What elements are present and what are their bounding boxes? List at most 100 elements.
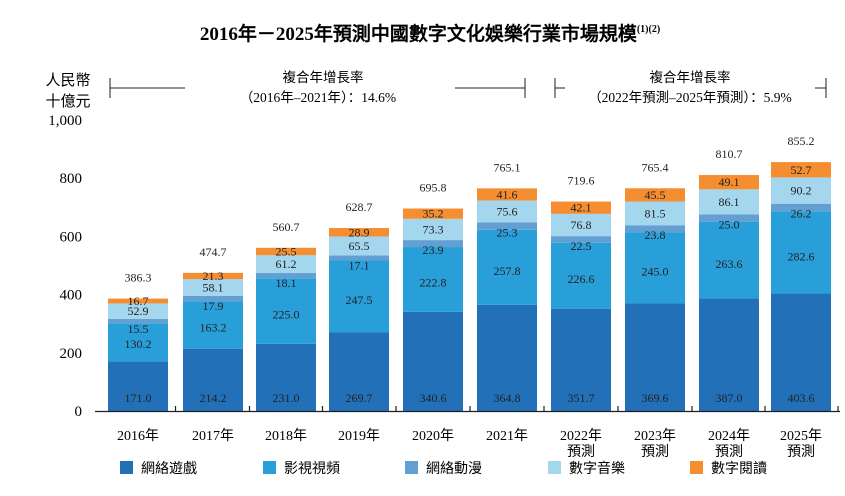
bar-segment	[551, 308, 611, 411]
x-tick-label: 2017年	[192, 428, 234, 444]
bar-segment	[625, 303, 685, 411]
bar-stack: 340.6 222.8 23.9 73.335.2 695.8	[403, 181, 463, 411]
x-tick-label: 2025年	[780, 428, 822, 444]
legend-swatch	[263, 461, 276, 474]
legend-label: 網絡動漫	[426, 461, 482, 477]
x-axis	[95, 406, 840, 413]
segment-value-label: 86.1	[719, 195, 740, 209]
bar-segment	[403, 247, 463, 312]
segment-value-label: 226.6	[568, 272, 595, 286]
legend: 網絡遊戲 影視視頻 網絡動漫 數字音樂 數字閱讀	[120, 460, 767, 477]
total-value-label: 628.7	[346, 200, 373, 214]
cagr-bracket-2022-2025	[554, 78, 827, 98]
bar-stack: 387.0 263.6 25.0 86.1 49.1 810.7	[699, 147, 759, 411]
x-tick-label: 預測	[715, 444, 743, 460]
segment-value-label: 225.0	[273, 307, 300, 321]
bar-segment	[256, 278, 316, 344]
segment-value-label: 269.7	[346, 391, 373, 405]
legend-item: 數字閱讀	[690, 461, 767, 477]
segment-value-label: 81.5	[645, 206, 666, 220]
chart-title-superscript: (1)(2)	[637, 24, 660, 35]
bar-segment	[477, 200, 537, 223]
y-tick-label: 1,000	[48, 113, 82, 129]
bar-segment	[183, 279, 243, 296]
segment-value-label: 25.3	[497, 225, 518, 239]
bar-stack: 231.0 225.0 18.1 61.225.5 560.7	[256, 220, 316, 411]
y-tick-label: 200	[60, 346, 83, 362]
y-unit-line-2: 十億元	[45, 93, 90, 110]
bar-segment	[699, 298, 759, 411]
bar-segment	[625, 225, 685, 233]
bar-segment	[551, 201, 611, 214]
x-tick-label: 預測	[567, 444, 595, 460]
segment-value-label: 52.7	[791, 163, 812, 177]
bar-stack: 269.7 247.5 17.1 65.528.9 628.7	[329, 200, 389, 411]
cagr-2-value: （2022年預測–2025年預測）：5.9%	[588, 90, 792, 105]
segment-value-label: 403.6	[788, 391, 815, 405]
bar-segment	[329, 228, 389, 237]
bar-segment	[477, 229, 537, 305]
legend-swatch	[690, 461, 703, 474]
segment-value-label: 90.2	[791, 184, 812, 198]
bar-segment	[771, 203, 831, 212]
legend-label: 數字閱讀	[711, 461, 767, 477]
bar-segment	[183, 272, 243, 280]
cagr-1-value: （2016年–2021年）：14.6%	[240, 90, 396, 105]
total-value-label: 695.8	[420, 181, 447, 195]
bar-segment	[403, 218, 463, 241]
bar-stack: 369.6 245.0 23.8 81.5 45.5 765.4	[625, 160, 685, 411]
segment-value-label: 17.1	[349, 259, 370, 273]
bar-segment	[699, 214, 759, 222]
bar-segment	[477, 304, 537, 411]
segment-value-label: 222.8	[420, 276, 447, 290]
y-tick-label: 400	[60, 288, 83, 304]
bar-stack: 364.8 257.8 25.3 75.6 41.6 765.1	[477, 160, 537, 411]
segment-value-label: 35.2	[423, 207, 444, 221]
legend-item: 網絡遊戲	[120, 461, 197, 477]
bar-stack: 403.6 282.6 26.2 90.2 52.7 855.2	[771, 134, 831, 411]
total-value-label: 474.7	[200, 245, 227, 259]
segment-value-label: 257.8	[494, 264, 521, 278]
segment-value-label: 18.1	[276, 276, 297, 290]
segment-value-label: 26.2	[791, 207, 812, 221]
segment-value-label: 17.9	[203, 299, 224, 313]
bar-segment	[477, 188, 537, 201]
total-value-label: 386.3	[125, 271, 152, 285]
bar-segment	[625, 201, 685, 226]
bar-segment	[699, 221, 759, 299]
x-axis-labels: 2016年 2017年 2018年 2019年 2020年 2021年 2022年預測202…	[117, 428, 822, 460]
x-tick-label: 2024年	[708, 428, 750, 444]
bar-stack: 214.2 163.2 17.9 58.121.3 474.7	[183, 245, 243, 411]
bar-segment	[477, 222, 537, 230]
total-value-label: 765.4	[642, 160, 669, 174]
segment-value-label: 282.6	[788, 250, 815, 264]
bar-segment	[771, 177, 831, 204]
total-value-label: 719.6	[568, 174, 595, 188]
bar-segment	[625, 188, 685, 202]
segment-value-label: 25.5	[276, 245, 297, 259]
x-tick-label: 預測	[641, 444, 669, 460]
bar-segment	[183, 301, 243, 349]
segment-value-label: 387.0	[716, 391, 743, 405]
segment-value-label: 76.8	[571, 218, 592, 232]
legend-label: 影視視頻	[284, 461, 340, 477]
total-value-label: 560.7	[273, 220, 300, 234]
bar-segment	[256, 255, 316, 274]
segment-value-label: 247.5	[346, 293, 373, 307]
bars: 171.0 130.215.5 52.916.7 386.3 214.2 163.2 17.…	[108, 134, 831, 411]
segment-value-label: 171.0	[125, 391, 152, 405]
x-tick-label: 2021年	[486, 428, 528, 444]
bar-segment	[699, 175, 759, 190]
segment-value-label: 52.9	[128, 304, 149, 318]
bar-segment	[771, 293, 831, 411]
bar-segment	[329, 255, 389, 261]
legend-item: 網絡動漫	[405, 461, 482, 477]
x-tick-label: 2020年	[412, 428, 454, 444]
bar-segment	[625, 232, 685, 304]
bar-segment	[403, 311, 463, 411]
segment-value-label: 340.6	[420, 391, 447, 405]
y-tick-label: 0	[75, 404, 83, 420]
bar-segment	[183, 348, 243, 411]
legend-item: 影視視頻	[263, 461, 340, 477]
